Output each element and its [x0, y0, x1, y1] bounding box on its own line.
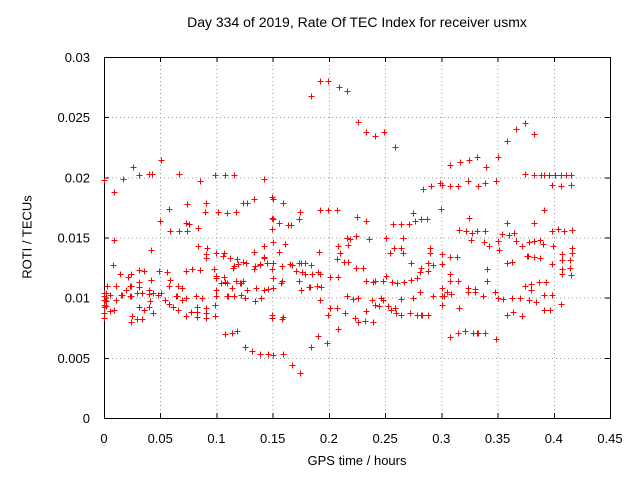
y-tick-label: 0: [83, 411, 90, 426]
x-tick-label: 0.45: [597, 431, 622, 446]
x-tick-label: 0.25: [372, 431, 397, 446]
x-tick-label: 0.4: [545, 431, 563, 446]
x-tick-label: 0: [100, 431, 107, 446]
y-tick-label: 0.005: [57, 351, 90, 366]
x-axis-label: GPS time / hours: [307, 453, 407, 468]
y-tick-label: 0.025: [57, 110, 90, 125]
x-tick-label: 0.05: [148, 431, 173, 446]
y-tick-label: 0.015: [57, 231, 90, 246]
data-points: [101, 78, 576, 377]
axis-ticks: [104, 57, 611, 419]
y-tick-label: 0.01: [65, 291, 90, 306]
chart-title: Day 334 of 2019, Rate Of TEC Index for r…: [187, 14, 527, 30]
y-axis-label: ROTI / TECUs: [19, 195, 35, 279]
x-tick-label: 0.2: [320, 431, 338, 446]
x-tick-label: 0.3: [432, 431, 450, 446]
x-tick-label: 0.1: [207, 431, 225, 446]
y-tick-label: 0.03: [65, 50, 90, 65]
x-tick-label: 0.35: [485, 431, 510, 446]
x-tick-label: 0.15: [260, 431, 285, 446]
y-tick-label: 0.02: [65, 170, 90, 185]
